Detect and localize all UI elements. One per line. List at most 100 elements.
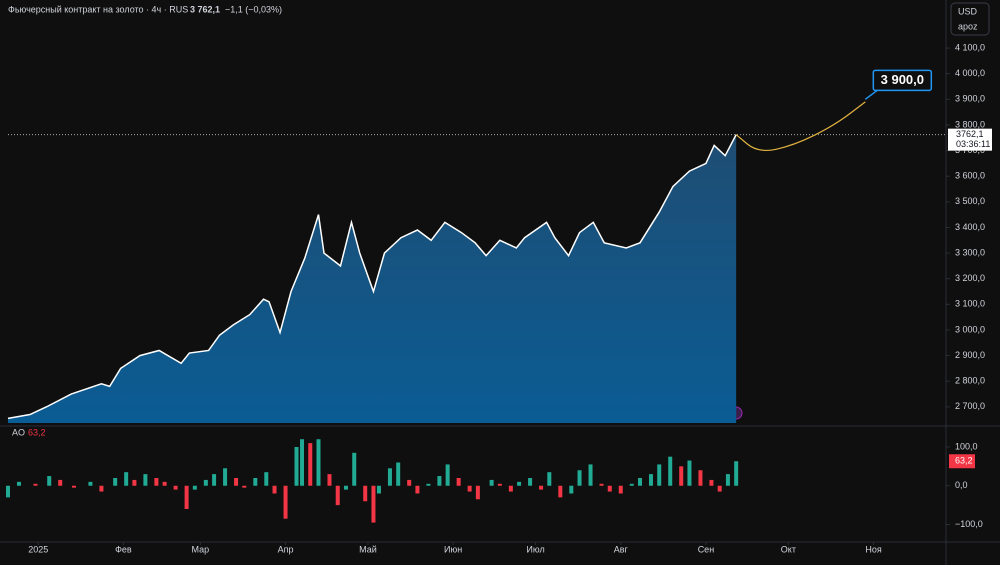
ao-bar (253, 477, 258, 486)
ao-bar (528, 477, 533, 486)
ao-bar (308, 443, 313, 486)
ao-title: AO (12, 427, 25, 437)
ao-bar (212, 474, 217, 486)
ao-bar (456, 477, 461, 486)
ao-bar (294, 446, 299, 486)
ao-bar (648, 474, 653, 486)
ao-bar (607, 485, 612, 492)
ao-bar (143, 474, 148, 486)
countdown: 03:36:11 (956, 139, 990, 149)
y-tick-label: 3 600,0 (955, 171, 985, 181)
ao-bar (657, 464, 662, 486)
header-price: 3 762,1 (190, 4, 220, 14)
y-tick-label: 3 100,0 (955, 299, 985, 309)
x-tick-label: Май (359, 544, 377, 554)
ao-bar (132, 479, 137, 486)
x-tick-label: 2025 (28, 544, 48, 554)
ao-bar (517, 481, 522, 486)
y-tick-label: 3 400,0 (955, 222, 985, 232)
x-tick-label: Апр (278, 544, 294, 554)
ao-bar (316, 439, 321, 486)
y-tick-label: 0,0 (955, 480, 968, 490)
header-change: −1,1 (−0,03%) (225, 4, 282, 14)
ao-bar (88, 481, 93, 486)
ao-bar (283, 485, 288, 519)
y-tick-label: 2 700,0 (955, 401, 985, 411)
x-tick-label: Авг (614, 544, 629, 554)
ao-bar (6, 485, 10, 498)
ao-bar (569, 485, 574, 494)
ao-bar (113, 477, 118, 486)
ao-bar (599, 483, 604, 486)
x-tick-label: Мар (192, 544, 210, 554)
y-tick-label: 3 200,0 (955, 273, 985, 283)
x-tick-label: Ноя (865, 544, 882, 554)
ao-bar (687, 460, 692, 486)
ao-bar (467, 485, 472, 492)
ao-bar (335, 485, 340, 506)
ao-bar (234, 477, 239, 486)
ao-bar (637, 477, 642, 486)
y-tick-label: 3 900,0 (955, 94, 985, 104)
ao-bar (396, 462, 401, 486)
ao-bar (709, 479, 714, 486)
target-label: 3 900,0 (881, 72, 924, 87)
ao-bar (717, 485, 722, 492)
ao-bar (679, 466, 684, 486)
ao-bar (376, 485, 381, 494)
x-tick-label: Фев (115, 544, 132, 554)
ao-bar (272, 485, 277, 494)
ao-bar (445, 464, 450, 486)
y-tick-label: 4 000,0 (955, 68, 985, 78)
ao-bar (437, 476, 442, 486)
ao-bar (343, 485, 348, 490)
y-tick-label: 3 800,0 (955, 119, 985, 129)
ao-tag (949, 454, 975, 469)
ao-bar (124, 472, 129, 486)
y-tick-label: 4 100,0 (955, 42, 985, 52)
x-tick-label: Окт (781, 544, 796, 554)
ao-bar (539, 485, 544, 490)
ao-bar (327, 474, 332, 486)
ao-bar (162, 481, 167, 486)
ao-bar (203, 479, 208, 486)
ao-bar (508, 485, 513, 492)
ao-bar (184, 485, 189, 509)
ao-bar (154, 477, 159, 486)
target-arrow (864, 89, 878, 100)
ao-bar (58, 479, 63, 486)
ao-bar (547, 472, 552, 486)
symbol: Фьючерсный контракт на золото · 4ч · RUS (8, 4, 188, 14)
ao-bar (426, 483, 431, 486)
ao-bar (223, 468, 228, 486)
currency-box[interactable] (950, 2, 990, 36)
ao-bar (264, 472, 269, 486)
ao-bar (300, 439, 305, 486)
ao-bar (475, 485, 480, 500)
ao-bar (16, 481, 21, 486)
ao-bar (497, 483, 502, 486)
y-tick-label: 3 000,0 (955, 324, 985, 334)
ao-bar (725, 474, 730, 486)
x-tick-label: Сен (698, 544, 715, 554)
ao-bar (47, 476, 52, 486)
ao-bar (407, 479, 412, 486)
ao-bar (668, 456, 673, 486)
ao-bar (352, 452, 357, 486)
ao-bar (489, 479, 494, 486)
ao-bar (371, 485, 376, 523)
ao-bar (192, 485, 197, 490)
currency[interactable]: USD (958, 6, 978, 16)
ao-bar (33, 483, 38, 486)
unit[interactable]: apoz (958, 21, 978, 31)
ao-value: 63,2 (28, 427, 46, 437)
ao-bar (415, 485, 420, 494)
last-price-label: 3762,1 (956, 129, 984, 139)
ao-tag-label: 63,2 (955, 456, 973, 466)
ao-bar (558, 485, 563, 498)
ao-bar (618, 485, 623, 494)
target-box (872, 69, 933, 92)
y-tick-label: 2 900,0 (955, 350, 985, 360)
